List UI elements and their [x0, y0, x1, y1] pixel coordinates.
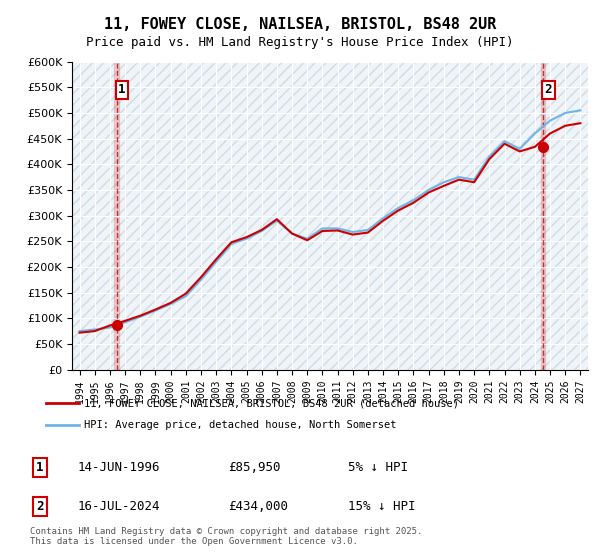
- Text: £85,950: £85,950: [228, 461, 281, 474]
- Bar: [115, 62, 119, 370]
- Text: 2: 2: [36, 500, 44, 514]
- Bar: [541, 62, 545, 370]
- Text: HPI: Average price, detached house, North Somerset: HPI: Average price, detached house, Nort…: [84, 421, 397, 431]
- Text: 14-JUN-1996: 14-JUN-1996: [78, 461, 161, 474]
- Text: 11, FOWEY CLOSE, NAILSEA, BRISTOL, BS48 2UR (detached house): 11, FOWEY CLOSE, NAILSEA, BRISTOL, BS48 …: [84, 398, 459, 408]
- Text: 15% ↓ HPI: 15% ↓ HPI: [348, 500, 415, 514]
- Text: £434,000: £434,000: [228, 500, 288, 514]
- Text: Price paid vs. HM Land Registry's House Price Index (HPI): Price paid vs. HM Land Registry's House …: [86, 36, 514, 49]
- Text: 16-JUL-2024: 16-JUL-2024: [78, 500, 161, 514]
- Text: 2: 2: [545, 83, 552, 96]
- Text: 1: 1: [36, 461, 44, 474]
- Text: 11, FOWEY CLOSE, NAILSEA, BRISTOL, BS48 2UR: 11, FOWEY CLOSE, NAILSEA, BRISTOL, BS48 …: [104, 17, 496, 32]
- Text: 1: 1: [118, 83, 126, 96]
- Text: 5% ↓ HPI: 5% ↓ HPI: [348, 461, 408, 474]
- Text: Contains HM Land Registry data © Crown copyright and database right 2025.
This d: Contains HM Land Registry data © Crown c…: [30, 526, 422, 546]
